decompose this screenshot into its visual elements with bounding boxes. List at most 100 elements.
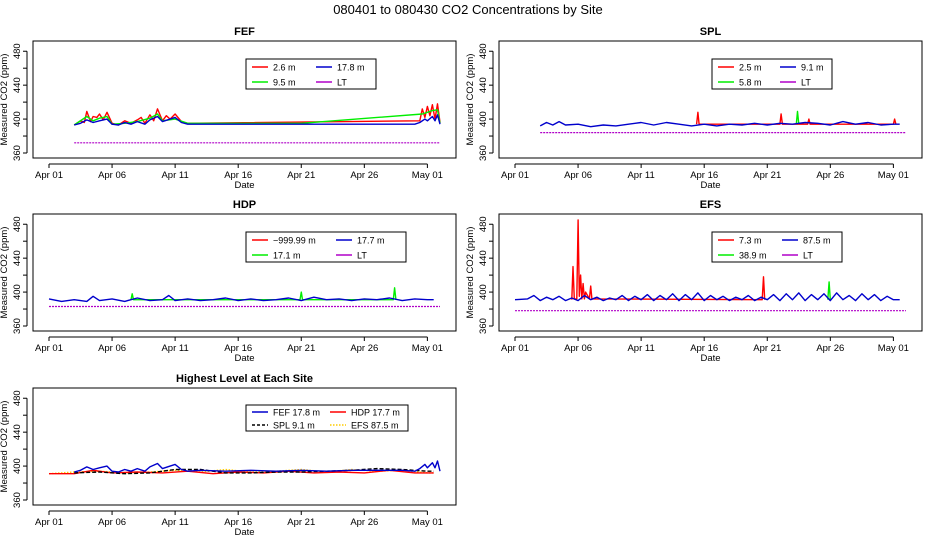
legend-label: 9.5 m [273, 78, 296, 88]
y-tick-label: 440 [12, 424, 23, 440]
y-axis-title: Measured CO2 (ppm) [0, 401, 10, 493]
legend-label: 87.5 m [803, 236, 831, 246]
legend-label: EFS 87.5 m [351, 421, 399, 431]
x-tick-label: Apr 06 [98, 170, 126, 181]
y-tick-label: 360 [12, 318, 23, 334]
y-tick-label: 480 [12, 216, 23, 232]
y-tick-label: 400 [478, 111, 489, 127]
x-tick-label: Apr 11 [161, 343, 188, 354]
x-tick-label: Apr 11 [161, 517, 188, 528]
x-tick-label: Apr 01 [35, 343, 63, 354]
x-tick-label: Apr 16 [224, 170, 252, 181]
x-tick-label: May 01 [412, 517, 443, 528]
series-line [827, 281, 831, 300]
legend-label: LT [357, 251, 367, 261]
series-line [539, 120, 900, 128]
series-line [130, 287, 397, 301]
x-tick-label: Apr 01 [501, 343, 529, 354]
x-tick-label: Apr 11 [627, 343, 654, 354]
series-line [74, 467, 434, 475]
legend-box [245, 404, 409, 432]
panel-title: HDP [233, 199, 256, 211]
legend-label: 38.9 m [739, 251, 767, 261]
x-tick-label: Apr 06 [98, 343, 126, 354]
legend-box [711, 58, 833, 90]
y-tick-label: 400 [12, 111, 23, 127]
x-axis-title: Date [700, 180, 720, 191]
series-line [514, 292, 900, 302]
legend-label: LT [337, 78, 347, 88]
legend-label: FEF 17.8 m [273, 408, 320, 418]
y-tick-label: 400 [12, 458, 23, 474]
x-axis-title: Date [700, 353, 720, 364]
x-tick-label: Apr 16 [224, 517, 252, 528]
y-tick-label: 480 [478, 216, 489, 232]
series-group [48, 287, 440, 308]
x-tick-label: Apr 21 [753, 343, 781, 354]
legend-label: −999.99 m [273, 236, 316, 246]
legend-label: 9.1 m [801, 63, 824, 73]
y-axis-title: Measured CO2 (ppm) [465, 227, 476, 319]
series-group [73, 103, 441, 144]
x-tick-label: Apr 26 [816, 343, 844, 354]
x-axis-title: Date [234, 180, 254, 191]
y-tick-label: 360 [478, 145, 489, 161]
x-tick-label: Apr 26 [350, 170, 378, 181]
chart-panel: FEF Apr 01 Apr 06 Apr 11 Apr 16 Apr 21 Apr 26 M… [0, 26, 457, 191]
legend-label: 17.8 m [337, 63, 365, 73]
y-tick-label: 400 [478, 284, 489, 300]
x-tick-label: May 01 [412, 343, 443, 354]
series-group [539, 110, 906, 134]
x-tick-label: Apr 16 [690, 170, 718, 181]
y-tick-label: 480 [12, 43, 23, 59]
panel-title: Highest Level at Each Site [176, 373, 313, 385]
y-tick-label: 360 [12, 145, 23, 161]
x-tick-label: Apr 16 [224, 343, 252, 354]
x-tick-label: Apr 11 [161, 170, 188, 181]
x-tick-label: May 01 [878, 343, 909, 354]
x-tick-label: Apr 06 [564, 343, 592, 354]
x-tick-label: Apr 01 [35, 517, 63, 528]
x-tick-label: Apr 21 [287, 517, 315, 528]
x-tick-label: Apr 21 [287, 343, 315, 354]
legend-label: 7.3 m [739, 236, 762, 246]
series-line [73, 103, 441, 126]
x-axis-title: Date [234, 527, 254, 538]
series-line [73, 109, 441, 126]
y-tick-label: 480 [478, 43, 489, 59]
chart-panel: Highest Level at Each Site Apr 01 Apr 06 Ap… [0, 373, 457, 538]
legend-label: 5.8 m [739, 78, 762, 88]
y-tick-label: 400 [12, 284, 23, 300]
x-tick-label: Apr 16 [690, 343, 718, 354]
legend-box [245, 231, 407, 263]
x-tick-label: May 01 [412, 170, 443, 181]
figure-title: 080401 to 080430 CO2 Concentrations by S… [333, 2, 603, 17]
series-group [514, 219, 906, 312]
legend-label: 2.5 m [739, 63, 762, 73]
x-tick-label: Apr 21 [287, 170, 315, 181]
x-tick-label: Apr 11 [627, 170, 654, 181]
x-axis-title: Date [234, 353, 254, 364]
y-tick-label: 360 [12, 492, 23, 508]
x-tick-label: Apr 26 [816, 170, 844, 181]
y-axis-title: Measured CO2 (ppm) [0, 227, 10, 319]
legend-label: HDP 17.7 m [351, 408, 400, 418]
series-line [795, 110, 800, 125]
legend-label: LT [801, 78, 811, 88]
legend-label: 17.1 m [273, 251, 301, 261]
x-tick-label: Apr 06 [564, 170, 592, 181]
y-tick-label: 440 [12, 250, 23, 266]
y-tick-label: 440 [12, 77, 23, 93]
chart-panel: HDP Apr 01 Apr 06 Apr 11 Apr 16 Apr 21 Apr 26 M… [0, 199, 457, 364]
plot-frame [32, 40, 457, 159]
chart-panel: EFS Apr 01 Apr 06 Apr 11 Apr 16 Apr 21 Apr 26 M… [465, 199, 923, 364]
legend-label: 17.7 m [357, 236, 385, 246]
x-tick-label: Apr 01 [501, 170, 529, 181]
y-tick-label: 440 [478, 250, 489, 266]
x-tick-label: Apr 21 [753, 170, 781, 181]
x-tick-label: Apr 26 [350, 517, 378, 528]
legend-label: SPL 9.1 m [273, 421, 315, 431]
y-tick-label: 480 [12, 390, 23, 406]
y-tick-label: 440 [478, 77, 489, 93]
chart-panel: SPL Apr 01 Apr 06 Apr 11 Apr 16 Apr 21 Apr 26 M… [465, 26, 923, 191]
